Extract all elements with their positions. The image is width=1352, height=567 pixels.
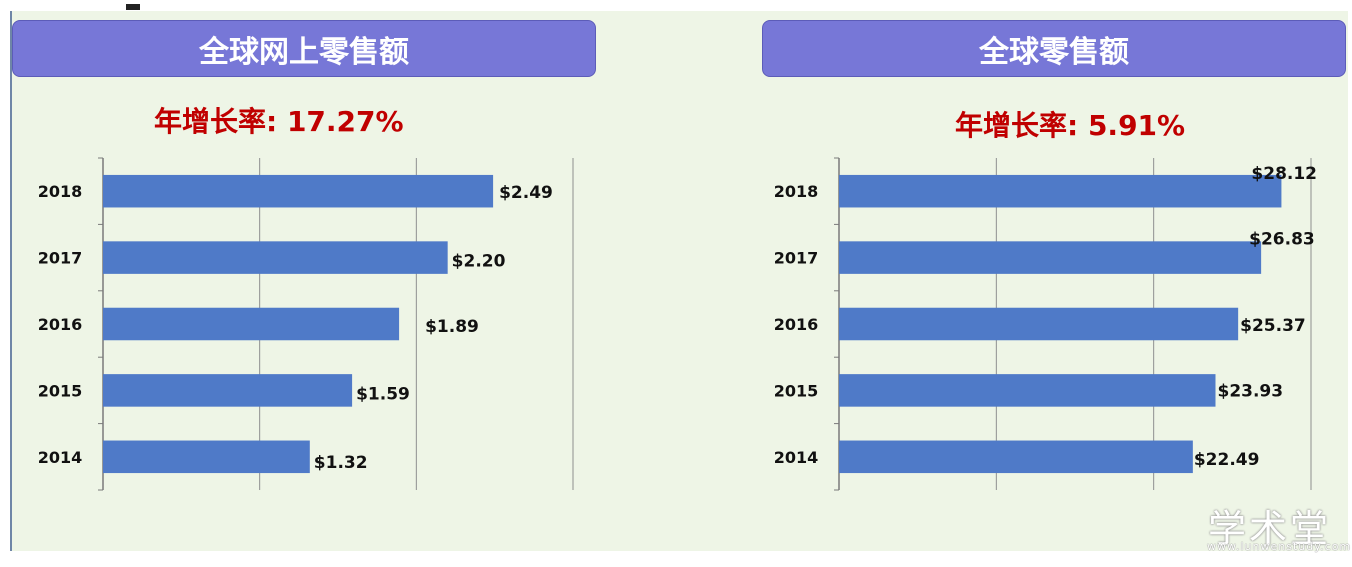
bar-2015 <box>839 374 1216 407</box>
value-label: $1.32 <box>314 453 368 473</box>
value-label: $2.49 <box>499 183 553 203</box>
year-label: 2018 <box>774 182 819 201</box>
year-label: 2016 <box>38 315 83 334</box>
year-label: 2015 <box>38 381 83 400</box>
year-label: 2014 <box>774 448 819 467</box>
panel-header-online-retail: 全球网上零售额 <box>12 20 596 77</box>
value-label: $1.59 <box>356 384 410 404</box>
bar-2014 <box>839 440 1193 474</box>
bar-2016 <box>103 307 400 341</box>
year-label: 2016 <box>774 315 819 334</box>
year-label: 2018 <box>38 182 83 201</box>
top-edge-mark <box>126 4 140 10</box>
value-label: $1.89 <box>425 317 479 337</box>
value-label: $28.12 <box>1251 164 1317 184</box>
year-label: 2017 <box>774 249 819 268</box>
value-label: $22.49 <box>1194 450 1260 470</box>
value-label: $2.20 <box>452 252 506 272</box>
value-label: $25.37 <box>1240 316 1306 336</box>
watermark-url: www.lunwenstudy.com <box>1207 540 1352 553</box>
value-label: $23.93 <box>1217 381 1283 401</box>
bar-2016 <box>839 307 1239 341</box>
year-label: 2014 <box>38 448 83 467</box>
year-label: 2015 <box>774 381 819 400</box>
watermark-logo: 学术堂 <box>1208 507 1332 551</box>
left-border <box>10 11 12 551</box>
bar-2017 <box>839 241 1262 274</box>
value-label: $26.83 <box>1249 230 1315 250</box>
bar-2017 <box>103 241 448 274</box>
panel-header-total-retail: 全球零售额 <box>762 20 1346 77</box>
growth-rate-total-retail: 年增长率: 5.91% <box>955 109 1186 142</box>
growth-rate-online-retail: 年增长率: 17.27% <box>154 105 404 138</box>
bar-2018 <box>839 174 1282 208</box>
bar-2018 <box>103 174 494 208</box>
bar-2014 <box>103 440 310 474</box>
year-label: 2017 <box>38 249 83 268</box>
bar-2015 <box>103 374 353 407</box>
